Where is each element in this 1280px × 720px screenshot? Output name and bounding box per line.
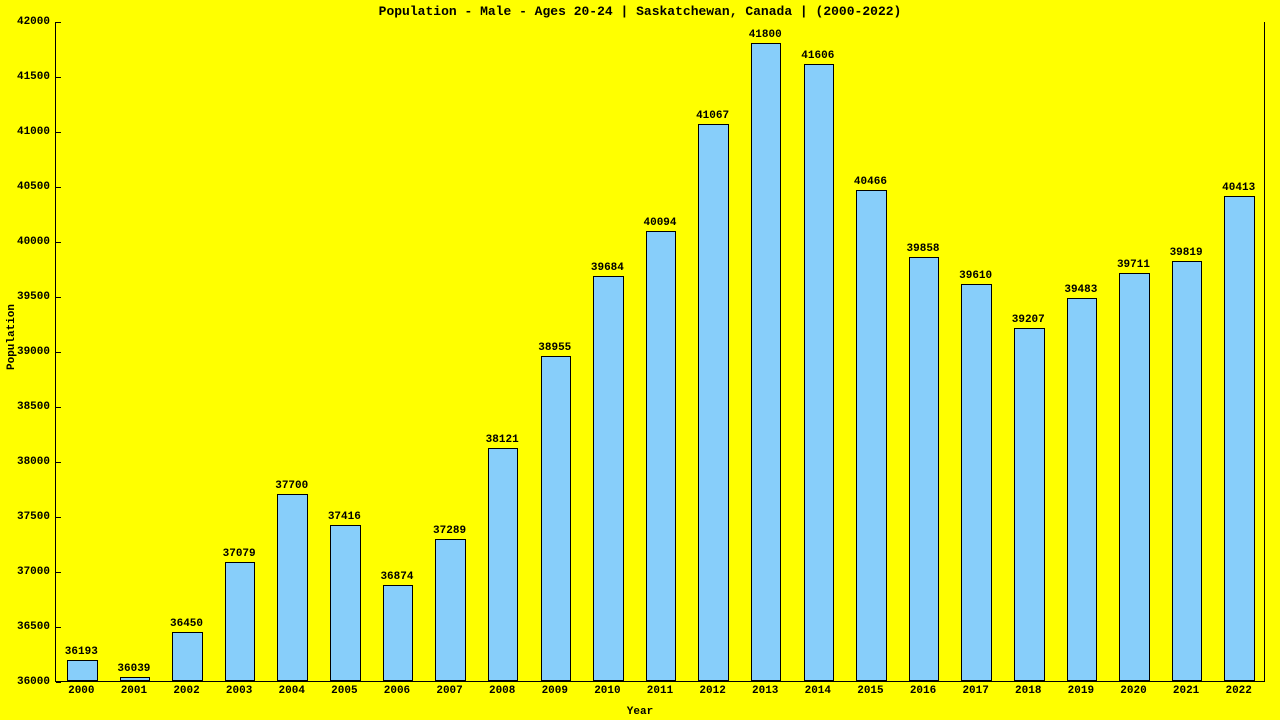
- x-tick-label: 2015: [857, 685, 883, 697]
- x-tick-label: 2008: [489, 685, 515, 697]
- bar: [804, 64, 835, 681]
- bar-value-label: 37289: [433, 525, 466, 537]
- x-axis-label: Year: [0, 706, 1280, 718]
- y-tick-label: 40500: [10, 181, 50, 193]
- y-axis-label: Population: [6, 304, 18, 370]
- bar-value-label: 37416: [328, 511, 361, 523]
- bar-value-label: 36039: [117, 663, 150, 675]
- bar-value-label: 40413: [1222, 182, 1255, 194]
- y-tick: [56, 682, 61, 683]
- y-tick: [56, 627, 61, 628]
- x-tick-label: 2007: [436, 685, 462, 697]
- bar-value-label: 41800: [749, 29, 782, 41]
- bar-value-label: 40094: [643, 217, 676, 229]
- y-tick-label: 38500: [10, 401, 50, 413]
- x-tick-label: 2014: [805, 685, 831, 697]
- bar-value-label: 37079: [223, 548, 256, 560]
- bar: [1067, 298, 1098, 681]
- x-tick-label: 2010: [594, 685, 620, 697]
- x-tick-label: 2003: [226, 685, 252, 697]
- x-tick-label: 2016: [910, 685, 936, 697]
- bar: [909, 257, 940, 681]
- bar: [856, 190, 887, 681]
- bar: [120, 677, 151, 681]
- y-tick: [56, 187, 61, 188]
- y-tick-label: 42000: [10, 16, 50, 28]
- x-tick-label: 2006: [384, 685, 410, 697]
- bar-value-label: 41067: [696, 110, 729, 122]
- bar-value-label: 41606: [801, 50, 834, 62]
- bar: [646, 231, 677, 681]
- y-tick-label: 39500: [10, 291, 50, 303]
- bar-value-label: 36450: [170, 618, 203, 630]
- bar-value-label: 37700: [275, 480, 308, 492]
- y-tick: [56, 407, 61, 408]
- y-tick-label: 36000: [10, 676, 50, 688]
- y-tick-label: 38000: [10, 456, 50, 468]
- bar: [225, 562, 256, 681]
- bar: [488, 448, 519, 681]
- x-tick-label: 2005: [331, 685, 357, 697]
- y-tick: [56, 22, 61, 23]
- bar-value-label: 39610: [959, 270, 992, 282]
- x-tick-label: 2000: [68, 685, 94, 697]
- bar-value-label: 39819: [1170, 247, 1203, 259]
- y-tick: [56, 572, 61, 573]
- y-tick-label: 41500: [10, 71, 50, 83]
- x-tick-label: 2011: [647, 685, 673, 697]
- y-tick-label: 37000: [10, 566, 50, 578]
- bar-value-label: 39711: [1117, 259, 1150, 271]
- bar: [67, 660, 98, 681]
- bar-value-label: 40466: [854, 176, 887, 188]
- bar: [383, 585, 414, 681]
- y-tick-label: 36500: [10, 621, 50, 633]
- bar-value-label: 39483: [1064, 284, 1097, 296]
- chart-title: Population - Male - Ages 20-24 | Saskatc…: [0, 4, 1280, 19]
- x-tick-label: 2004: [279, 685, 305, 697]
- x-tick-label: 2022: [1225, 685, 1251, 697]
- x-tick-label: 2020: [1120, 685, 1146, 697]
- bar: [1014, 328, 1045, 681]
- x-tick-label: 2002: [173, 685, 199, 697]
- y-tick: [56, 517, 61, 518]
- bar: [277, 494, 308, 681]
- x-tick-label: 2013: [752, 685, 778, 697]
- y-tick-label: 40000: [10, 236, 50, 248]
- bar-value-label: 39858: [907, 243, 940, 255]
- x-tick-label: 2018: [1015, 685, 1041, 697]
- bar: [541, 356, 572, 681]
- bar: [961, 284, 992, 681]
- x-tick-label: 2001: [121, 685, 147, 697]
- bar: [593, 276, 624, 681]
- bar: [1172, 261, 1203, 681]
- y-tick: [56, 77, 61, 78]
- bar-value-label: 36193: [65, 646, 98, 658]
- y-tick: [56, 242, 61, 243]
- y-tick: [56, 297, 61, 298]
- x-tick-label: 2019: [1068, 685, 1094, 697]
- bar: [330, 525, 361, 681]
- bar: [751, 43, 782, 681]
- plot-area: [55, 22, 1265, 682]
- x-tick-label: 2021: [1173, 685, 1199, 697]
- y-tick: [56, 132, 61, 133]
- bar: [1119, 273, 1150, 681]
- x-tick-label: 2009: [542, 685, 568, 697]
- bar-value-label: 38121: [486, 434, 519, 446]
- y-tick: [56, 462, 61, 463]
- bar: [1224, 196, 1255, 681]
- x-tick-label: 2017: [962, 685, 988, 697]
- y-tick-label: 41000: [10, 126, 50, 138]
- bar: [172, 632, 203, 682]
- y-tick: [56, 352, 61, 353]
- bar-value-label: 39207: [1012, 314, 1045, 326]
- bar-value-label: 39684: [591, 262, 624, 274]
- bar: [698, 124, 729, 681]
- bar: [435, 539, 466, 681]
- bar-value-label: 36874: [380, 571, 413, 583]
- bar-value-label: 38955: [538, 342, 571, 354]
- x-tick-label: 2012: [699, 685, 725, 697]
- y-tick-label: 39000: [10, 346, 50, 358]
- y-tick-label: 37500: [10, 511, 50, 523]
